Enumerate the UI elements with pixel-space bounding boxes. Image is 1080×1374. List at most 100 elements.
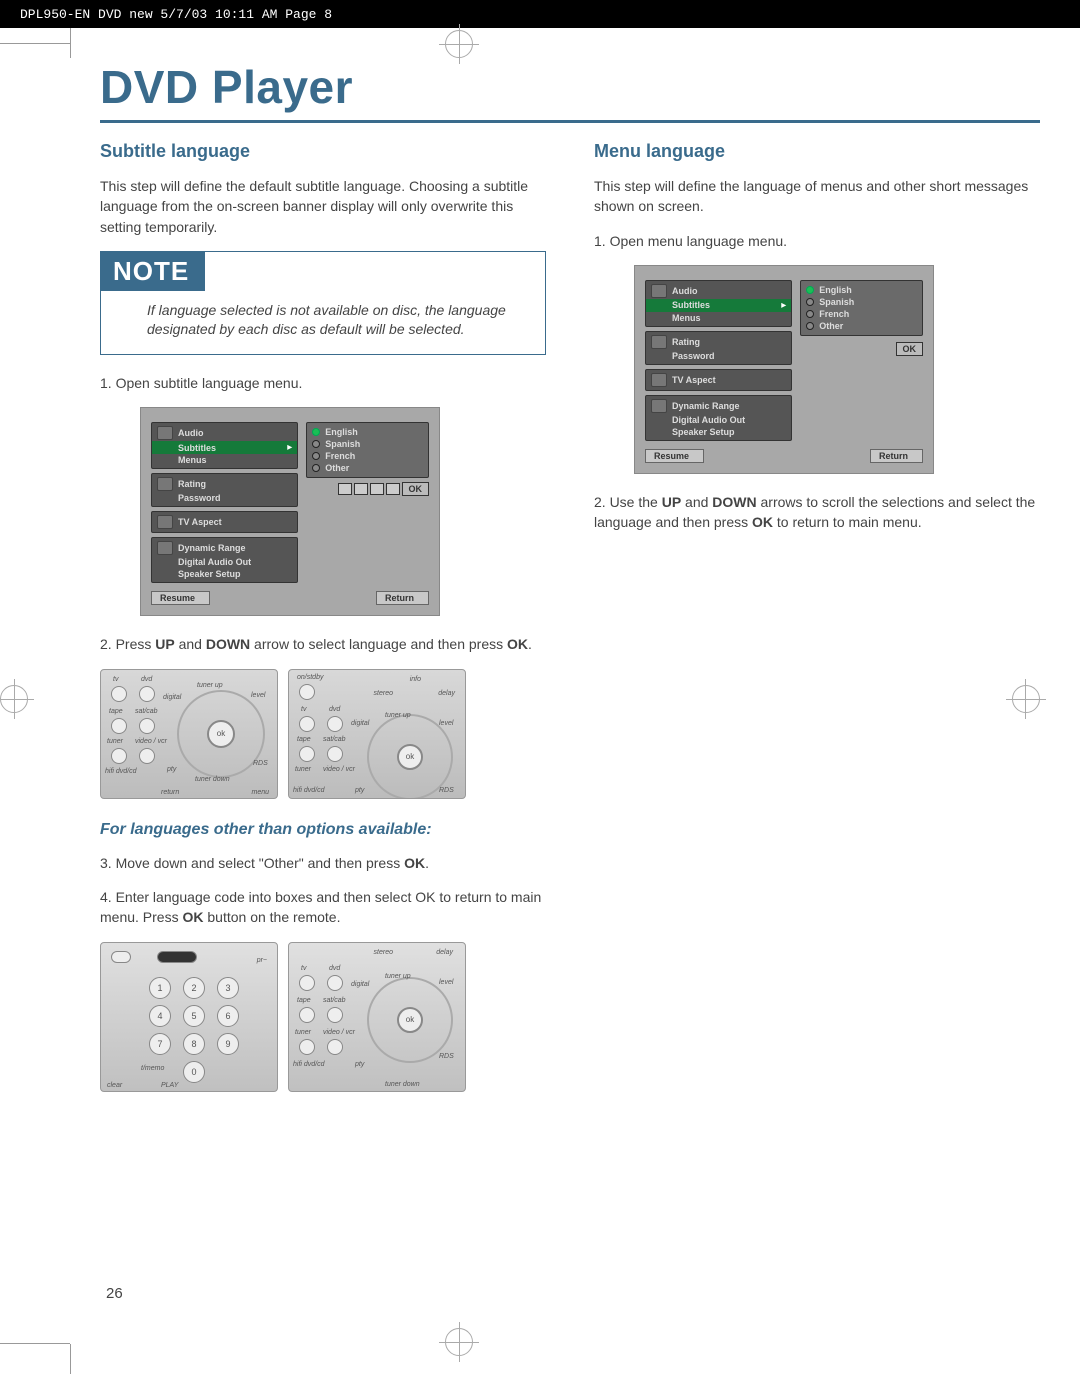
num-button: 1 bbox=[149, 977, 171, 999]
registration-mark bbox=[459, 24, 460, 64]
page-title: DVD Player bbox=[100, 60, 1040, 123]
ok-button: ok bbox=[207, 720, 235, 748]
menu-item: Password bbox=[672, 351, 715, 361]
speaker-icon bbox=[651, 399, 667, 413]
menu-left: Audio Subtitles▸ Menus Rating Password T… bbox=[645, 280, 792, 441]
lock-icon bbox=[157, 477, 173, 491]
radio-icon bbox=[806, 322, 814, 330]
option-item: English bbox=[819, 285, 852, 295]
radio-icon bbox=[806, 298, 814, 306]
remote-btn bbox=[299, 1007, 315, 1023]
remote-closeup: tv dvd tape sat/cab tuner video / vcr hi… bbox=[100, 669, 278, 799]
option-item: French bbox=[819, 309, 849, 319]
num-button: 4 bbox=[149, 1005, 171, 1027]
subtitle-menu-screenshot: Audio Subtitles▸ Menus Rating Password T… bbox=[140, 407, 440, 616]
menu-left: Audio Subtitles▸ Menus Rating Password T… bbox=[151, 422, 298, 583]
remote-btn bbox=[111, 748, 127, 764]
tv-icon bbox=[651, 373, 667, 387]
right-column: Menu language This step will define the … bbox=[594, 141, 1040, 1110]
menu-item: Digital Audio Out bbox=[672, 415, 745, 425]
crop-mark bbox=[0, 1343, 70, 1344]
menu-item: Menus bbox=[178, 455, 207, 465]
code-input-box bbox=[354, 483, 368, 495]
ok-button: OK bbox=[402, 482, 430, 496]
radio-on-icon bbox=[312, 428, 320, 436]
resume-button: Resume bbox=[151, 591, 210, 605]
print-job-text: DPL950-EN DVD new 5/7/03 10:11 AM Page 8 bbox=[20, 7, 332, 22]
right-step-1: 1. Open menu language menu. bbox=[594, 231, 1040, 251]
menu-item: Dynamic Range bbox=[672, 401, 740, 411]
disc-icon bbox=[157, 426, 173, 440]
radio-icon bbox=[312, 464, 320, 472]
two-column-layout: Subtitle language This step will define … bbox=[100, 141, 1040, 1110]
option-item: Spanish bbox=[325, 439, 360, 449]
menu-group-tv: TV Aspect bbox=[645, 369, 792, 391]
remote-btn bbox=[299, 746, 315, 762]
remote-btn bbox=[111, 718, 127, 734]
option-item: English bbox=[325, 427, 358, 437]
menu-group-audio: Dynamic Range Digital Audio Out Speaker … bbox=[645, 395, 792, 441]
num-button: 2 bbox=[183, 977, 205, 999]
menu-group-tv: TV Aspect bbox=[151, 511, 298, 533]
page-number: 26 bbox=[106, 1285, 123, 1302]
radio-icon bbox=[312, 452, 320, 460]
menu-intro: This step will define the language of me… bbox=[594, 176, 1040, 217]
disc-icon bbox=[651, 284, 667, 298]
left-step-4: 4. Enter language code into boxes and th… bbox=[100, 887, 546, 928]
note-label: NOTE bbox=[101, 252, 205, 291]
tv-icon bbox=[157, 515, 173, 529]
menu-item: Audio bbox=[672, 286, 698, 296]
menu-group-disc: Audio Subtitles▸ Menus bbox=[151, 422, 298, 469]
code-input-box bbox=[338, 483, 352, 495]
num-button: 5 bbox=[183, 1005, 205, 1027]
right-step-2: 2. Use the UP and DOWN arrows to scroll … bbox=[594, 492, 1040, 533]
left-step-3: 3. Move down and select "Other" and then… bbox=[100, 853, 546, 873]
code-input-box bbox=[370, 483, 384, 495]
remote-btn bbox=[111, 686, 127, 702]
num-button: 0 bbox=[183, 1061, 205, 1083]
num-button: 6 bbox=[217, 1005, 239, 1027]
menu-group-lock: Rating Password bbox=[645, 331, 792, 365]
registration-mark bbox=[14, 679, 15, 719]
radio-icon bbox=[806, 310, 814, 318]
registration-mark bbox=[0, 699, 34, 700]
return-button: Return bbox=[870, 449, 923, 463]
remote-btn bbox=[299, 1039, 315, 1055]
menu-language-screenshot: Audio Subtitles▸ Menus Rating Password T… bbox=[634, 265, 934, 474]
print-job-header: DPL950-EN DVD new 5/7/03 10:11 AM Page 8 bbox=[0, 0, 1080, 28]
remote-btn bbox=[157, 951, 197, 963]
menu-panel: Audio Subtitles▸ Menus Rating Password T… bbox=[645, 280, 923, 441]
menu-item: Speaker Setup bbox=[672, 427, 735, 437]
remote-btn bbox=[139, 686, 155, 702]
ok-button: ok bbox=[397, 1007, 423, 1033]
menu-group-lock: Rating Password bbox=[151, 473, 298, 507]
page-content: DVD Player Subtitle language This step w… bbox=[100, 60, 1040, 1314]
option-item: Other bbox=[325, 463, 349, 473]
registration-mark bbox=[459, 1322, 460, 1362]
menu-item: Rating bbox=[178, 479, 206, 489]
code-input-box bbox=[386, 483, 400, 495]
remote-btn bbox=[327, 746, 343, 762]
remote-btn bbox=[139, 748, 155, 764]
menu-item: Dynamic Range bbox=[178, 543, 246, 553]
ok-button: OK bbox=[896, 342, 924, 356]
speaker-icon bbox=[157, 541, 173, 555]
remote-btn bbox=[299, 975, 315, 991]
radio-icon bbox=[312, 440, 320, 448]
left-column: Subtitle language This step will define … bbox=[100, 141, 546, 1110]
other-languages-heading: For languages other than options availab… bbox=[100, 821, 546, 839]
remote-btn bbox=[327, 1007, 343, 1023]
menu-item: Menus bbox=[672, 313, 701, 323]
option-item: French bbox=[325, 451, 355, 461]
remote-numberpad: pr− 1 2 3 4 5 6 7 8 9 0 t/memo clear PLA… bbox=[100, 942, 278, 1092]
remote-btn bbox=[299, 684, 315, 700]
radio-on-icon bbox=[806, 286, 814, 294]
menu-item-selected: Subtitles bbox=[672, 300, 710, 310]
remote-btn bbox=[327, 716, 343, 732]
crop-mark bbox=[70, 28, 71, 58]
menu-options: English Spanish French Other OK bbox=[800, 280, 923, 441]
menu-item: TV Aspect bbox=[178, 517, 222, 527]
remote-figures-row-2: pr− 1 2 3 4 5 6 7 8 9 0 t/memo clear PLA… bbox=[100, 942, 546, 1092]
menu-item-selected: Subtitles bbox=[178, 443, 216, 453]
note-box: NOTE If language selected is not availab… bbox=[100, 251, 546, 355]
